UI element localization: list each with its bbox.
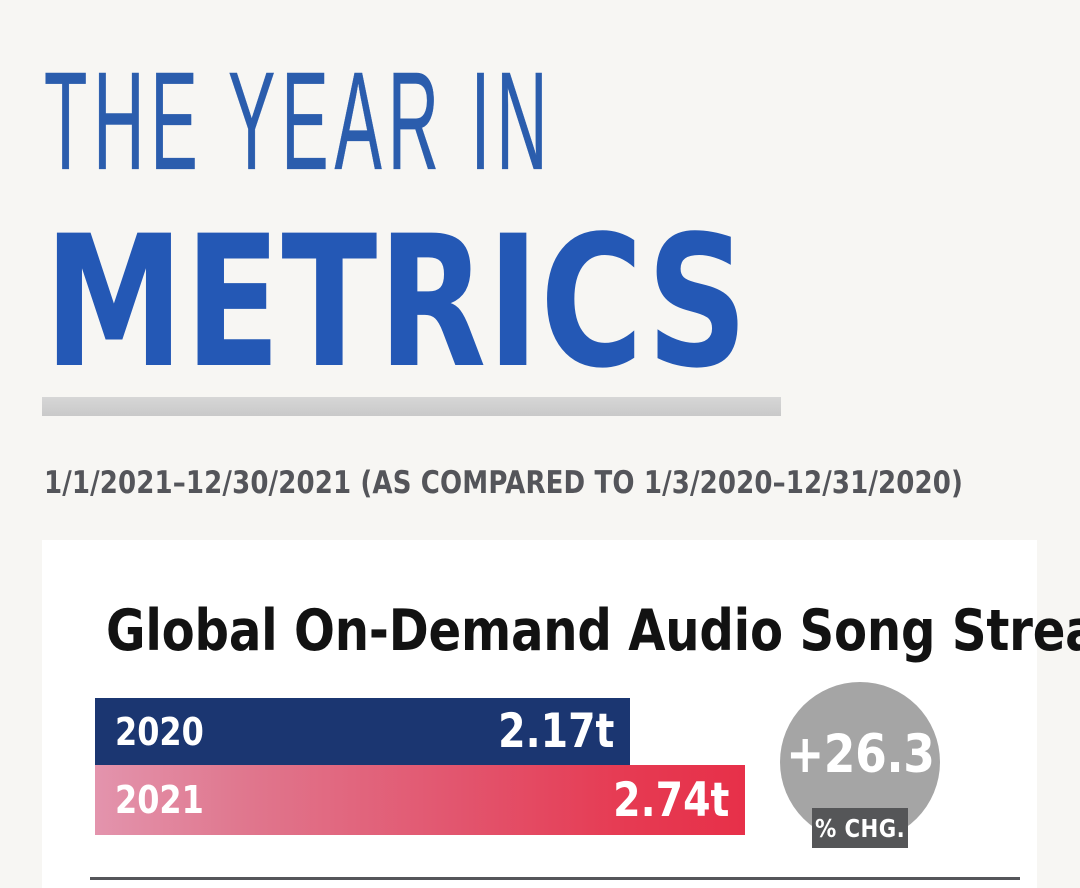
masthead-rule [42,397,781,416]
bar-row-2021: 2021 2.74t [95,765,745,835]
bar-value-2020: 2.17t [497,704,614,759]
masthead: THE YEAR IN METRICS 1/1/2021–12/30/2021 … [42,43,964,501]
bar-value-2021: 2.74t [612,772,729,828]
bar-row-2020: 2020 2.17t [95,698,630,765]
card-divider [90,877,1020,880]
date-range-subtitle: 1/1/2021–12/30/2021 (AS COMPARED TO 1/3/… [44,465,964,501]
chart-title: Global On-Demand Audio Song Streams [106,598,1080,664]
percent-change-badge-label: % CHG. [814,813,906,843]
bar-label-2021: 2021 [115,778,204,822]
bar-label-2020: 2020 [115,709,204,754]
percent-change-value: +26.3 [785,723,935,785]
masthead-wordmark: METRICS [44,196,749,408]
percent-change-badge: % CHG. [812,808,908,848]
masthead-kicker: THE YEAR IN [44,43,554,200]
percent-change-indicator: +26.3 % CHG. [780,682,980,862]
metric-card: Global On-Demand Audio Song Streams 2020… [42,540,1080,888]
bar-chart: 2020 2.17t 2021 2.74t [95,698,795,835]
